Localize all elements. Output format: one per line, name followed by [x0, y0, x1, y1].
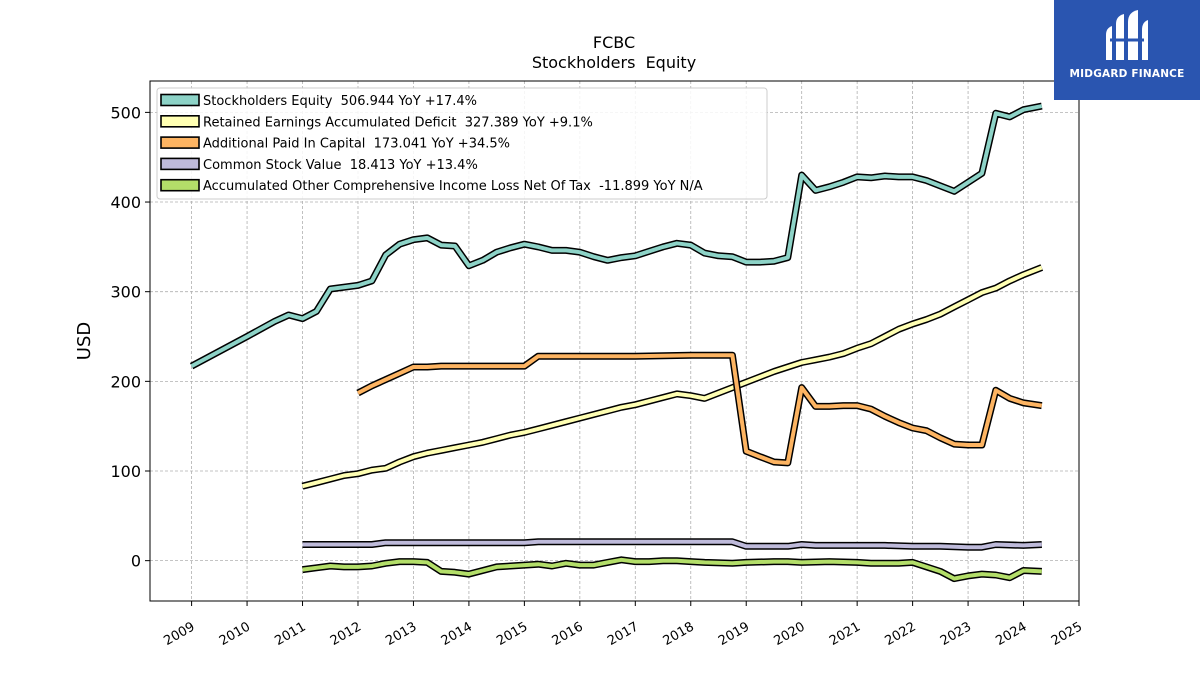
- legend-box: [156, 87, 768, 200]
- legend-entry: Accumulated Other Comprehensive Income L…: [203, 179, 703, 194]
- legend-swatch: [160, 115, 200, 128]
- series-line: [357, 353, 1043, 465]
- series-line: [302, 557, 1042, 581]
- series-stockholders-equity: [189, 102, 1043, 370]
- legend-entry: Stockholders Equity 506.944 YoY +17.4%: [203, 94, 477, 109]
- x-tick-label: 2011: [272, 619, 308, 649]
- x-tick-label: 2018: [661, 619, 697, 649]
- series-additional-paid-in-capital: [356, 351, 1043, 467]
- chart-title: FCBC: [593, 33, 635, 52]
- x-tick-label: 2021: [827, 619, 863, 649]
- series-common-stock-value: [302, 538, 1042, 551]
- y-axis-label: USD: [74, 322, 95, 360]
- y-tick-label: 100: [110, 462, 141, 481]
- x-tick-label: 2024: [993, 619, 1029, 649]
- y-tick-label: 300: [110, 283, 141, 302]
- brand-mark-icon: [1106, 10, 1148, 60]
- x-tick-label: 2012: [328, 619, 364, 649]
- x-tick-label: 2015: [494, 619, 530, 649]
- chart-subtitle: Stockholders Equity: [532, 53, 696, 72]
- x-tick-label: 2025: [1049, 619, 1085, 649]
- legend-entry: Retained Earnings Accumulated Deficit 32…: [203, 115, 593, 130]
- x-tick-label: 2009: [161, 619, 197, 649]
- legend: Stockholders Equity 506.944 YoY +17.4% Re…: [156, 87, 768, 200]
- x-tick-label: 2013: [383, 619, 419, 649]
- y-tick-label: 0: [131, 552, 141, 571]
- brand-logo: MIDGARD FINANCE: [1054, 0, 1200, 100]
- series-lines: [189, 102, 1044, 583]
- series-line: [302, 539, 1042, 550]
- brand-name: MIDGARD FINANCE: [1069, 68, 1185, 80]
- legend-swatch: [160, 178, 200, 192]
- x-tick-label: 2017: [605, 619, 641, 649]
- legend-swatch: [160, 93, 200, 107]
- legend-swatch: [160, 136, 200, 149]
- series-retained-earnings-accumulated-deficit: [301, 264, 1044, 490]
- legend-entry: Additional Paid In Capital 173.041 YoY +…: [203, 137, 510, 152]
- x-tick-label: 2020: [772, 619, 808, 649]
- x-tick-label: 2019: [716, 619, 752, 649]
- legend-entry: Common Stock Value 18.413 YoY +13.4%: [203, 158, 478, 173]
- series-line: [190, 104, 1043, 368]
- x-axis-ticks: 2009 2010 2011 2012 2013 2014 2015 2016 2017 2018…: [161, 601, 1085, 649]
- x-tick-label: 2022: [882, 619, 918, 649]
- y-tick-label: 400: [110, 193, 141, 212]
- y-tick-label: 500: [110, 103, 141, 122]
- series-accumulated-other-comprehensive-income-loss-net-of-tax: [302, 556, 1042, 583]
- y-tick-label: 200: [110, 372, 141, 391]
- plot-area-frame: [149, 80, 1080, 602]
- x-tick-label: 2014: [439, 619, 475, 649]
- legend-swatch: [160, 157, 200, 171]
- x-tick-label: 2023: [938, 619, 974, 649]
- x-tick-label: 2010: [217, 619, 253, 649]
- x-tick-label: 2016: [550, 619, 586, 649]
- y-axis-ticks: 0 100 200 300 400 500: [110, 103, 150, 571]
- series-line: [302, 265, 1043, 489]
